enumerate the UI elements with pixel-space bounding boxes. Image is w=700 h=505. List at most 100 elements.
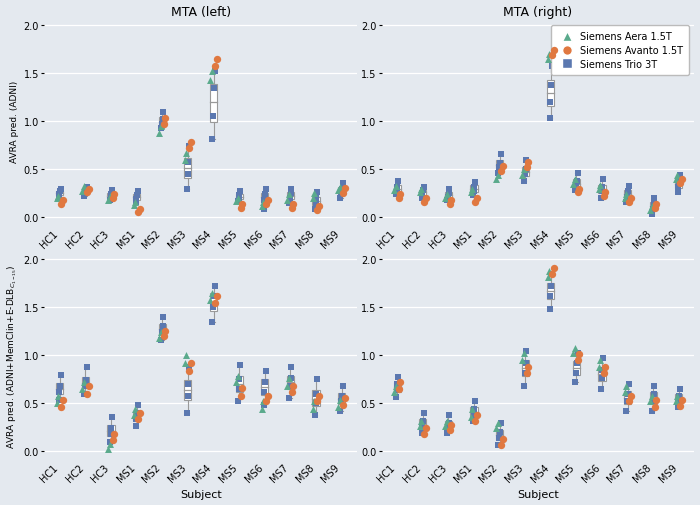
Point <box>314 392 325 400</box>
Point <box>52 193 64 201</box>
Point <box>442 196 453 205</box>
Point <box>545 99 556 107</box>
Point <box>333 187 344 195</box>
Point <box>309 411 321 419</box>
Point <box>469 183 480 191</box>
Point <box>521 347 532 355</box>
Point <box>256 203 267 211</box>
Bar <box>184 159 192 178</box>
Point <box>78 182 90 190</box>
Point <box>494 428 505 436</box>
Point <box>419 198 430 207</box>
Point <box>311 195 322 203</box>
Bar <box>82 190 89 195</box>
Point <box>258 198 269 207</box>
Point <box>570 378 581 386</box>
Point <box>335 396 346 404</box>
Point <box>595 195 606 203</box>
Point <box>181 149 192 158</box>
Point <box>598 176 609 184</box>
Bar <box>210 294 217 311</box>
Point <box>233 385 244 393</box>
Point <box>335 397 346 406</box>
Point <box>183 143 195 151</box>
Point <box>568 180 579 188</box>
Point <box>102 196 113 205</box>
Point <box>521 369 532 377</box>
Point <box>595 181 606 189</box>
Point <box>237 384 248 392</box>
Point <box>260 185 272 193</box>
Point <box>441 417 452 425</box>
Point <box>547 52 558 60</box>
X-axis label: Subject: Subject <box>517 489 559 499</box>
Point <box>106 413 118 421</box>
Point <box>521 157 532 165</box>
Point <box>443 190 454 198</box>
Point <box>237 200 248 209</box>
Bar <box>235 376 243 392</box>
Bar <box>676 394 682 403</box>
Point <box>622 390 634 398</box>
Point <box>132 192 143 200</box>
Point <box>444 411 455 419</box>
Bar <box>624 391 631 404</box>
Point <box>442 429 453 437</box>
Point <box>183 363 195 371</box>
Point <box>570 369 582 377</box>
Point <box>675 402 686 411</box>
Point <box>595 357 606 365</box>
Point <box>207 304 218 312</box>
Point <box>594 185 605 193</box>
Point <box>335 195 346 203</box>
Point <box>520 166 531 174</box>
Point <box>206 318 218 326</box>
Point <box>53 195 64 203</box>
Point <box>284 191 295 199</box>
Point <box>520 359 531 367</box>
Point <box>672 172 683 180</box>
Bar <box>312 390 319 407</box>
Point <box>335 183 346 191</box>
Point <box>262 392 274 400</box>
Point <box>518 166 529 174</box>
Point <box>542 273 553 281</box>
Point <box>548 264 559 272</box>
Point <box>672 189 683 197</box>
Point <box>574 185 585 193</box>
Point <box>470 198 481 207</box>
Point <box>519 369 531 377</box>
Bar <box>338 393 345 404</box>
Point <box>599 363 610 371</box>
Point <box>544 306 555 314</box>
Point <box>206 135 218 143</box>
Point <box>209 292 220 300</box>
Bar <box>393 186 400 192</box>
Point <box>544 267 555 275</box>
Point <box>573 189 584 197</box>
Point <box>621 198 632 207</box>
Bar <box>133 411 140 421</box>
Point <box>81 390 92 398</box>
Point <box>56 200 67 209</box>
Point <box>337 179 349 187</box>
Point <box>51 399 62 408</box>
Point <box>232 197 244 206</box>
Point <box>648 390 659 398</box>
Point <box>495 419 506 427</box>
Point <box>155 123 167 131</box>
Point <box>132 415 144 423</box>
Point <box>441 191 452 199</box>
Bar <box>522 168 528 176</box>
Point <box>57 396 69 404</box>
Point <box>544 51 555 59</box>
Point <box>491 425 502 433</box>
Point <box>497 163 508 171</box>
Point <box>674 172 685 180</box>
Point <box>130 406 141 414</box>
Point <box>470 417 481 425</box>
Point <box>571 177 582 185</box>
Point <box>233 195 244 203</box>
Point <box>417 417 428 425</box>
Bar <box>287 376 294 389</box>
